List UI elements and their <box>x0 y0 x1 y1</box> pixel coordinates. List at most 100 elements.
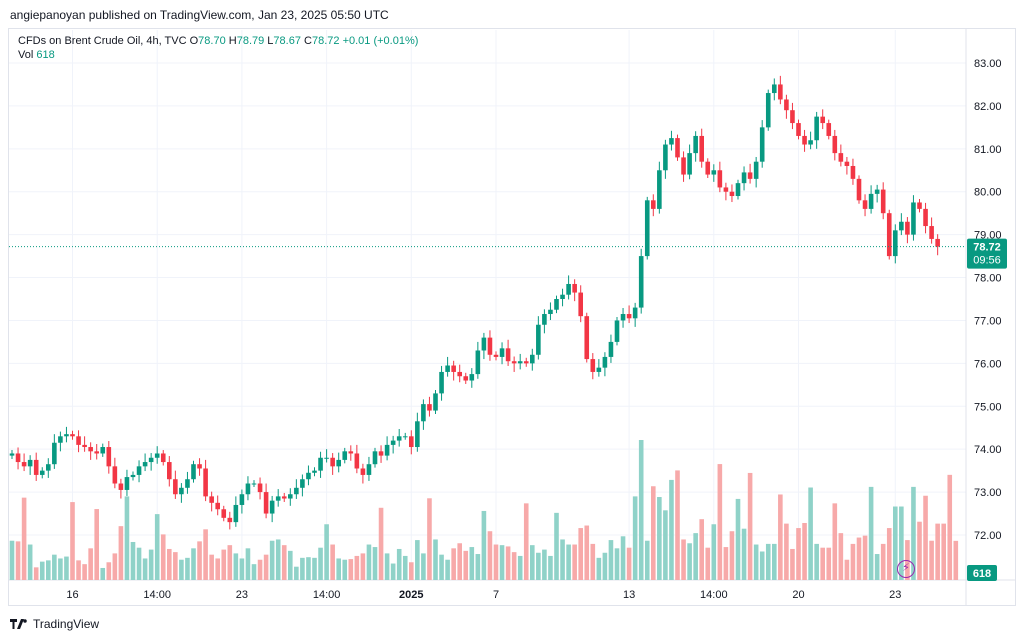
volume-bar <box>947 474 953 580</box>
volume-bar <box>741 528 747 580</box>
candle-body <box>554 299 559 310</box>
volume-bar <box>9 540 15 580</box>
volume-bar <box>790 548 795 580</box>
candle-body <box>167 462 172 480</box>
candle-body <box>590 359 596 372</box>
candle-body <box>269 500 275 514</box>
volume-bar <box>378 507 384 580</box>
volume-bar <box>185 557 190 580</box>
volume-bar <box>475 554 481 580</box>
candle-body <box>342 451 348 460</box>
candle-body <box>935 238 940 247</box>
candle-body <box>173 479 178 495</box>
candle-body <box>893 230 898 257</box>
candle-body <box>233 504 239 523</box>
volume-bar <box>306 557 311 580</box>
volume-bar <box>33 567 39 580</box>
volume-bar <box>15 541 21 580</box>
x-tick-label: 23 <box>236 589 248 601</box>
volume-bar <box>142 558 148 580</box>
candle-body <box>324 457 329 459</box>
candle-body <box>548 309 553 315</box>
volume-bar <box>118 526 124 580</box>
candle-body <box>481 337 487 351</box>
volume-bar <box>245 548 251 580</box>
chart-frame <box>8 28 1016 606</box>
volume-bar <box>160 534 166 580</box>
x-axis: 16 14:00 23 14:00 2025 7 13 14:00 20 23 <box>66 589 901 601</box>
candle-body <box>378 451 384 456</box>
candle-body <box>275 496 281 501</box>
volume-bar <box>27 544 33 580</box>
volume-bar <box>70 502 75 580</box>
volume-bar <box>396 548 402 580</box>
candle-body <box>868 193 874 209</box>
volume-bar <box>457 543 462 580</box>
volume-bar <box>681 539 686 580</box>
candle-body <box>499 348 505 357</box>
volume-bar <box>421 553 426 580</box>
volume-bar <box>602 552 608 580</box>
lightning-icon[interactable]: ⚡ <box>897 560 915 578</box>
candle-body <box>227 517 233 523</box>
candle-body <box>360 468 366 475</box>
volume-bar <box>124 496 130 580</box>
legend-title: CFDs on Brent Crude Oil, 4h, TVC <box>18 35 187 47</box>
volume-bar <box>608 540 614 580</box>
candle-body <box>330 457 335 467</box>
volume-bar <box>596 557 602 580</box>
candle-body <box>390 440 396 445</box>
volume-bar <box>584 525 590 580</box>
volume-bar <box>844 559 850 580</box>
volume-bar <box>874 554 880 580</box>
volume-bar <box>336 558 341 580</box>
last-volume-label: 618 <box>967 565 997 581</box>
volume-bar <box>191 548 196 580</box>
candle-body <box>396 436 402 441</box>
volume-bar <box>372 547 378 580</box>
volume-bar <box>481 510 487 580</box>
candle-body <box>644 200 650 257</box>
volume-bar <box>820 547 825 580</box>
volume-bar <box>215 558 220 580</box>
volume-bar <box>106 562 112 580</box>
volume-bar <box>711 524 717 580</box>
legend-open-label: O <box>189 35 199 47</box>
volume-bar <box>354 555 360 580</box>
candle-body <box>729 191 735 197</box>
candle-body <box>657 170 662 209</box>
candle-body <box>790 110 795 124</box>
volume-bar <box>868 486 874 580</box>
candle-body <box>215 502 220 510</box>
volume-label: Vol <box>18 49 34 61</box>
volume-bar <box>445 559 450 580</box>
candle-body <box>354 453 360 469</box>
candle-body <box>632 307 638 319</box>
last-price-value: 78.72 <box>973 242 1001 254</box>
candle-body <box>475 350 481 375</box>
tradingview-logo-icon <box>10 619 27 629</box>
candle-body <box>759 127 765 162</box>
publisher-line: angiepanoyan published on TradingView.co… <box>10 8 389 22</box>
candle-body <box>58 436 63 443</box>
candle-body <box>699 135 704 162</box>
volume-bars <box>9 440 959 580</box>
volume-bar <box>318 547 323 580</box>
volume-bar <box>753 544 759 580</box>
volume-bar <box>620 536 626 580</box>
volume-bar <box>893 506 898 580</box>
candle-body <box>191 464 196 480</box>
candle-body <box>584 316 590 360</box>
y-tick-label: 77.00 <box>974 315 1002 327</box>
candle-body <box>832 135 838 154</box>
candle-body <box>850 165 856 179</box>
volume-bar <box>300 557 305 580</box>
candle-body <box>530 354 535 364</box>
candle-body <box>9 453 15 456</box>
legend-close: 78.72 <box>311 35 340 47</box>
candle-body <box>106 447 112 467</box>
y-tick-label: 82.00 <box>974 101 1002 113</box>
legend-high: 78.79 <box>236 35 265 47</box>
candle-body <box>747 172 753 179</box>
